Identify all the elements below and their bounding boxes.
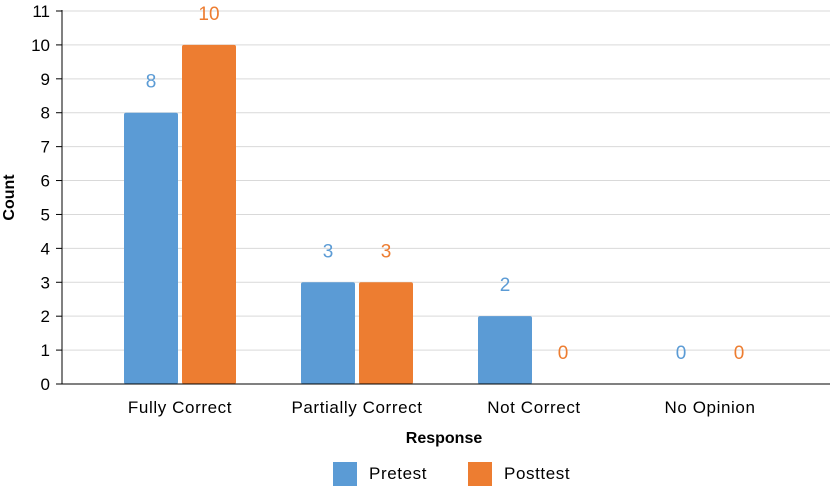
legend-swatch [468, 462, 492, 486]
x-category-labels: Fully Correct Partially Correct Not Correc… [128, 398, 755, 417]
y-tick-label: 11 [32, 2, 50, 21]
bar [182, 44, 236, 385]
bars [124, 44, 532, 385]
y-tick-label: 1 [41, 341, 50, 360]
legend-label: Posttest [504, 464, 570, 483]
y-tick-label: 6 [41, 172, 50, 191]
x-category-label: Not Correct [487, 398, 581, 417]
data-label: 10 [198, 4, 219, 25]
x-axis-title: Response [406, 430, 483, 447]
legend-label: Pretest [369, 464, 427, 483]
data-label: 3 [381, 241, 392, 262]
axes [56, 10, 830, 385]
y-tick-label: 7 [41, 138, 50, 157]
x-category-label: Partially Correct [291, 398, 422, 417]
bar [478, 316, 532, 384]
y-tick-label: 3 [41, 273, 50, 292]
bar [359, 282, 413, 384]
legend-swatch [333, 462, 357, 486]
y-tick-labels: 0 1 2 3 4 5 6 7 8 9 10 11 [31, 2, 50, 394]
legend: Pretest Posttest [333, 462, 570, 486]
data-labels: 8 10 3 3 2 0 0 0 [146, 4, 745, 364]
y-axis-title: Count [1, 174, 18, 221]
y-tick-label: 2 [41, 307, 50, 326]
x-category-label: No Opinion [664, 398, 755, 417]
data-label: 0 [734, 343, 745, 364]
data-label: 0 [558, 343, 569, 364]
data-label: 2 [500, 275, 511, 296]
data-label: 3 [323, 241, 334, 262]
y-tick-label: 9 [41, 70, 50, 89]
y-tick-label: 4 [41, 239, 50, 258]
data-label: 0 [676, 343, 687, 364]
y-tick-label: 0 [41, 375, 50, 394]
bar [301, 282, 355, 384]
data-label: 8 [146, 72, 157, 93]
bar [124, 112, 178, 385]
y-tick-label: 10 [31, 36, 50, 55]
x-category-label: Fully Correct [128, 398, 232, 417]
y-tick-label: 8 [41, 104, 50, 123]
y-tick-label: 5 [41, 205, 50, 224]
